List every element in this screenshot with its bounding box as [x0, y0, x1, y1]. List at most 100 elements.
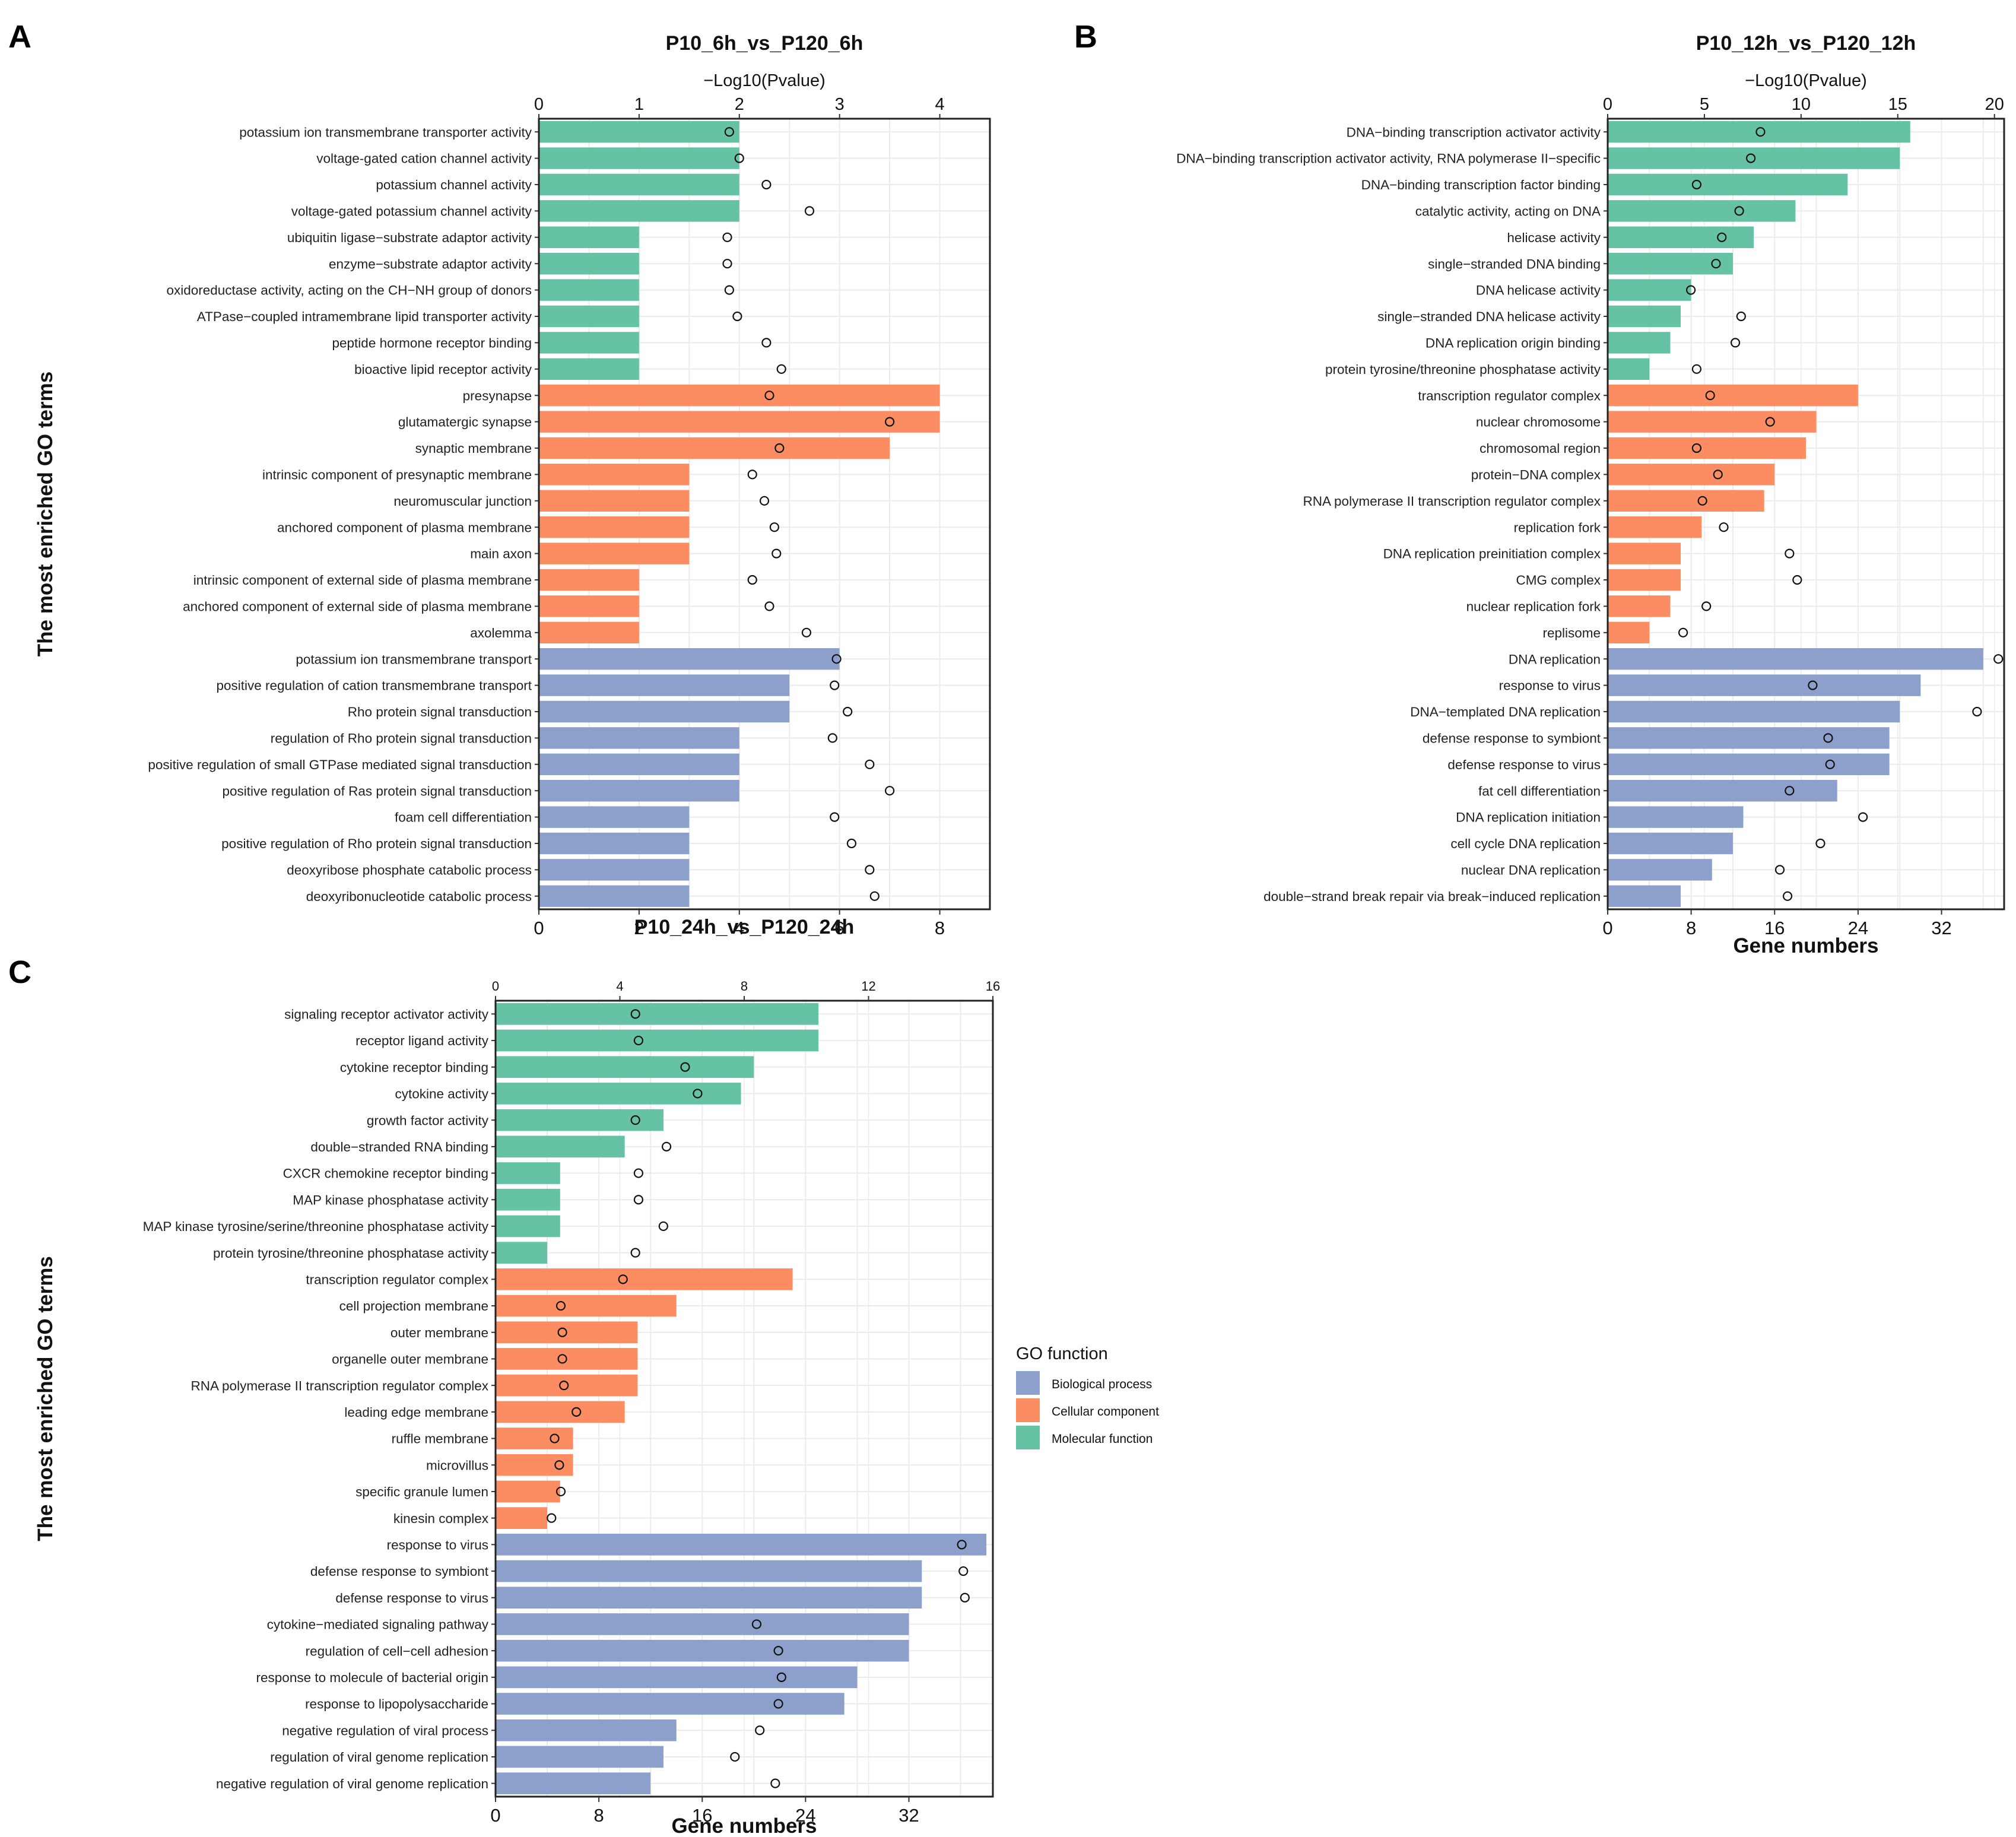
- bar: [539, 621, 639, 644]
- bar: [496, 1083, 741, 1105]
- pvalue-point: [557, 1327, 567, 1337]
- x-tick-label: 16: [692, 1805, 712, 1826]
- term-label: RNA polymerase II transcription regulato…: [191, 1378, 489, 1393]
- pvalue-point: [770, 1778, 780, 1788]
- pvalue-point: [1691, 443, 1701, 453]
- term-label: cytokine−mediated signaling pathway: [267, 1617, 489, 1632]
- pvalue-point: [630, 1115, 640, 1125]
- panel-label: B: [1074, 19, 1097, 55]
- x-tick-label: 4: [734, 918, 744, 938]
- pvalue-point: [630, 1009, 640, 1019]
- pvalue-point: [1691, 364, 1701, 374]
- bar: [1608, 859, 1712, 881]
- bar: [1608, 779, 1837, 802]
- pvalue-point: [761, 338, 772, 348]
- pvalue-point: [1785, 548, 1795, 559]
- bar: [1608, 832, 1733, 855]
- bar: [1608, 700, 1900, 723]
- term-label: ubiquitin ligase−substrate adaptor activ…: [287, 230, 532, 245]
- bar: [496, 1029, 819, 1052]
- pvalue-point: [830, 680, 840, 690]
- pvalue-point: [774, 443, 785, 453]
- top-tick-label: 3: [835, 95, 845, 114]
- bar: [496, 1188, 560, 1211]
- bar: [539, 120, 739, 143]
- bar: [496, 1534, 987, 1556]
- term-label: DNA helicase activity: [1476, 283, 1601, 298]
- term-label: deoxyribonucleotide catabolic process: [306, 889, 532, 904]
- bar: [496, 1719, 677, 1741]
- pvalue-point: [550, 1433, 560, 1443]
- bar: [1608, 120, 1910, 143]
- pvalue-point: [1736, 311, 1746, 322]
- bar: [496, 1666, 858, 1689]
- term-label: neuromuscular junction: [393, 494, 532, 509]
- pvalue-point: [1697, 496, 1707, 506]
- pvalue-point: [957, 1540, 967, 1550]
- panel-b: DNA−binding transcription activator acti…: [1074, 19, 2005, 957]
- term-label: synaptic membrane: [415, 441, 532, 456]
- bar: [539, 648, 840, 670]
- pvalue-point: [1705, 391, 1715, 401]
- bar: [496, 1109, 663, 1131]
- top-axis-title: −Log10(Pvalue): [703, 71, 826, 90]
- term-label: potassium ion transmembrane transport: [296, 652, 532, 667]
- pvalue-point: [633, 1195, 644, 1205]
- term-label: CMG complex: [1516, 573, 1601, 588]
- term-label: positive regulation of cation transmembr…: [216, 678, 532, 693]
- pvalue-point: [1993, 654, 2004, 664]
- pvalue-point: [1808, 680, 1818, 690]
- pvalue-point: [885, 786, 895, 796]
- pvalue-point: [1858, 812, 1868, 822]
- bar: [539, 147, 739, 169]
- pvalue-point: [772, 548, 782, 559]
- term-label: voltage-gated potassium channel activity: [291, 204, 532, 219]
- x-tick-label: 32: [1931, 918, 1951, 938]
- pvalue-point: [722, 259, 732, 269]
- term-label: nuclear DNA replication: [1461, 863, 1601, 878]
- pvalue-point: [1815, 838, 1825, 849]
- pvalue-point: [1755, 127, 1766, 137]
- term-label: voltage-gated cation channel activity: [316, 151, 532, 166]
- term-label: negative regulation of viral genome repl…: [216, 1776, 488, 1791]
- pvalue-point: [1717, 232, 1727, 242]
- x-axis-title: Gene numbers: [1733, 934, 1878, 957]
- term-label: response to lipopolysaccharide: [305, 1697, 488, 1712]
- term-label: RNA polymerase II transcription regulato…: [1303, 494, 1601, 509]
- bar: [1608, 569, 1681, 591]
- pvalue-point: [1823, 733, 1833, 743]
- bar: [496, 1587, 922, 1609]
- x-axis-title: Gene numbers: [671, 1814, 817, 1837]
- term-label: signaling receptor activator activity: [284, 1007, 489, 1021]
- bar: [1608, 226, 1754, 249]
- pvalue-point: [769, 522, 779, 532]
- x-tick-label: 8: [594, 1805, 604, 1826]
- bar: [539, 358, 639, 380]
- term-label: Rho protein signal transduction: [348, 705, 532, 719]
- pvalue-point: [869, 891, 880, 901]
- term-label: DNA−templated DNA replication: [1410, 705, 1601, 719]
- bar: [539, 806, 690, 828]
- term-label: double−strand break repair via break−ind…: [1263, 889, 1601, 904]
- bar: [496, 1268, 793, 1290]
- bar: [1608, 490, 1764, 512]
- pvalue-point: [1782, 891, 1793, 901]
- x-tick-label: 32: [899, 1805, 919, 1826]
- chart-title: P10_6h_vs_P120_6h: [666, 32, 863, 55]
- term-label: response to virus: [1499, 678, 1601, 693]
- plot-frame: [1607, 118, 2005, 910]
- bar: [539, 384, 940, 407]
- term-label: catalytic activity, acting on DNA: [1415, 204, 1601, 219]
- term-label: defense response to symbiont: [310, 1564, 489, 1579]
- term-label: DNA replication preinitiation complex: [1383, 547, 1601, 561]
- term-label: intrinsic component of external side of …: [193, 573, 532, 588]
- bar: [496, 1056, 754, 1078]
- term-label: enzyme−substrate adaptor activity: [329, 256, 532, 271]
- term-label: kinesin complex: [393, 1511, 489, 1526]
- bar: [539, 595, 639, 617]
- bar: [1608, 332, 1671, 354]
- pvalue-point: [630, 1248, 640, 1258]
- x-tick-label: 24: [795, 1805, 815, 1826]
- bar: [496, 1639, 909, 1662]
- term-label: positive regulation of small GTPase medi…: [148, 757, 532, 772]
